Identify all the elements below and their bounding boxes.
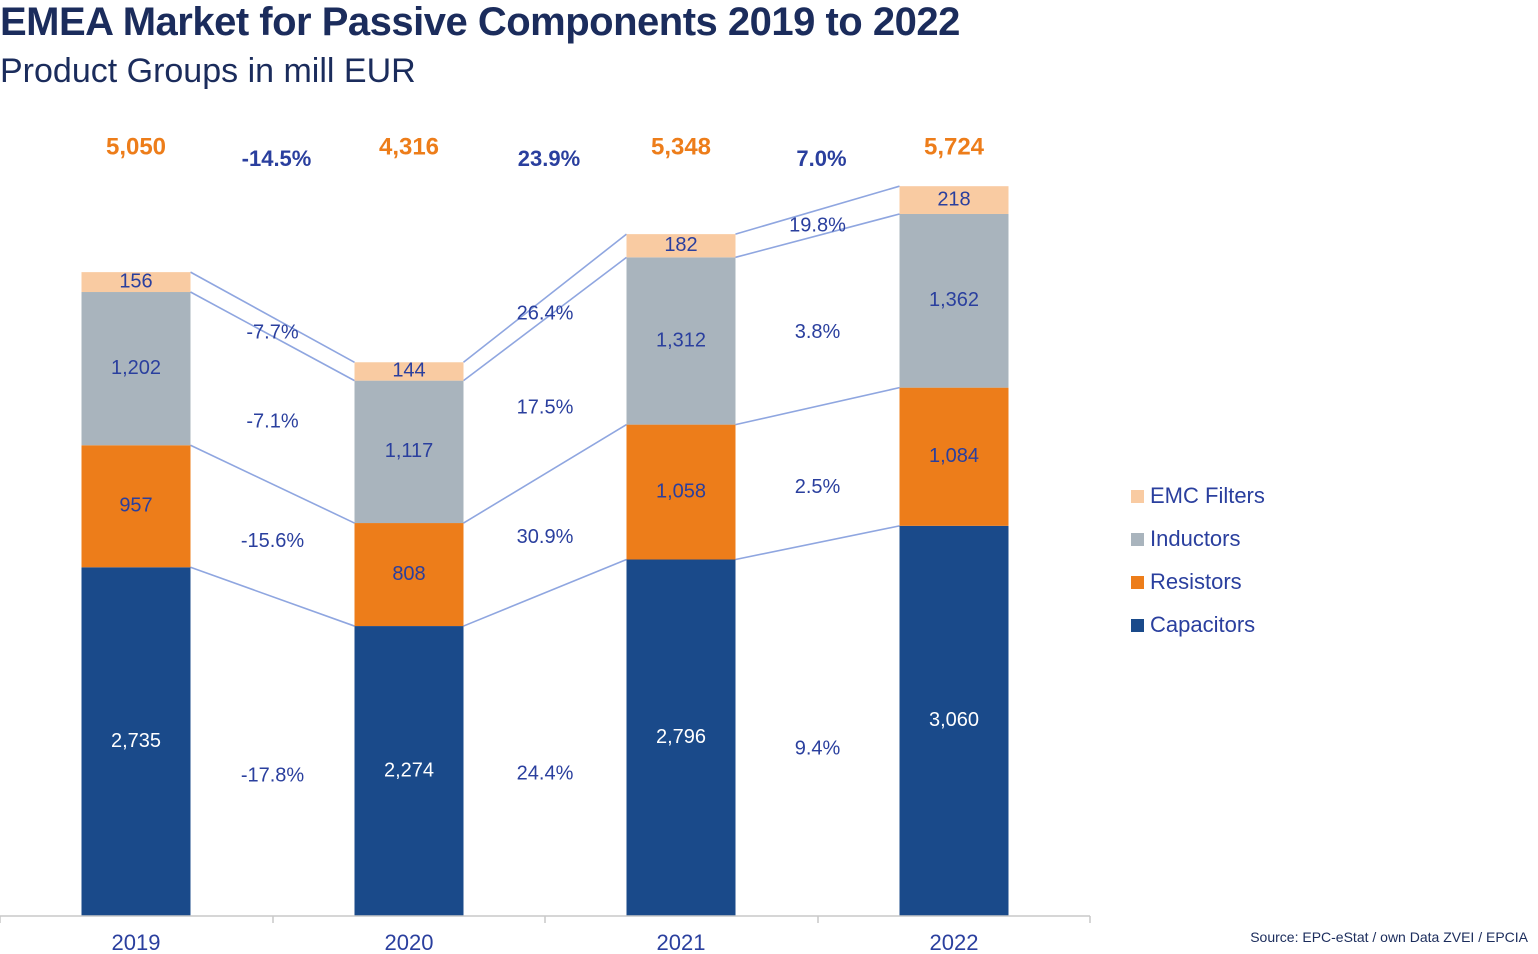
bar-inductors-2022: [899, 213, 1009, 388]
data-label-capacitors-2020: 2,274: [384, 759, 434, 781]
bar-capacitors-2020: [354, 626, 464, 916]
bar-inductors-2020: [354, 380, 464, 524]
bar-inductors-2019: [81, 292, 191, 446]
data-label-capacitors-2022: 3,060: [929, 709, 979, 731]
bar-capacitors-2019: [81, 567, 191, 916]
data-label-emc-filters-2019: 156: [119, 270, 152, 292]
growth-label-capacitors: -17.8%: [241, 765, 305, 787]
legend-label-inductors: Inductors: [1150, 526, 1241, 551]
bar-resistors-2021: [626, 424, 736, 560]
growth-label-resistors: 2.5%: [795, 476, 841, 498]
bar-emc-filters-2019: [81, 272, 191, 293]
bar-resistors-2019: [81, 445, 191, 568]
x-tick-label-2021: 2021: [657, 930, 706, 954]
data-label-emc-filters-2020: 144: [392, 360, 425, 382]
x-tick-label-2019: 2019: [112, 930, 161, 954]
total-label-2020: 4,316: [379, 133, 439, 160]
legend-swatch-resistors: [1131, 576, 1144, 589]
bar-emc-filters-2020: [354, 362, 464, 381]
growth-label-inductors: 17.5%: [517, 397, 574, 419]
data-label-emc-filters-2021: 182: [664, 234, 697, 256]
legend-swatch-capacitors: [1131, 619, 1144, 632]
bar-capacitors-2022: [899, 525, 1009, 916]
chart-title: EMEA Market for Passive Components 2019 …: [0, 0, 960, 44]
x-tick-label-2020: 2020: [385, 930, 434, 954]
growth-label-emc-filters: 26.4%: [517, 302, 574, 324]
connector-line-capacitors: [735, 525, 900, 561]
connector-line-emc-filters: [735, 185, 900, 235]
legend-swatch-inductors: [1131, 533, 1144, 546]
total-label-2019: 5,050: [106, 133, 166, 160]
growth-label-inductors: 3.8%: [795, 321, 841, 343]
growth-label-resistors: 30.9%: [517, 526, 574, 548]
data-label-resistors-2021: 1,058: [656, 480, 706, 502]
bar-resistors-2020: [354, 523, 464, 627]
bar-emc-filters-2021: [626, 234, 736, 258]
total-label-2022: 5,724: [924, 133, 985, 160]
bar-resistors-2022: [899, 387, 1009, 526]
legend-label-capacitors: Capacitors: [1150, 612, 1255, 637]
connector-line-capacitors: [463, 558, 627, 627]
x-tick-label-2022: 2022: [930, 930, 979, 954]
data-label-capacitors-2021: 2,796: [656, 726, 706, 748]
data-label-inductors-2019: 1,202: [111, 357, 161, 379]
connector-line-emc-filters: [190, 271, 355, 363]
data-label-inductors-2022: 1,362: [929, 289, 979, 311]
data-label-emc-filters-2022: 218: [937, 188, 970, 210]
growth-label-capacitors: 24.4%: [517, 763, 574, 785]
bar-capacitors-2021: [626, 559, 736, 916]
bar-inductors-2021: [626, 257, 736, 425]
total-growth-label: 7.0%: [796, 146, 846, 171]
data-label-resistors-2019: 957: [119, 495, 152, 517]
connector-line-inductors: [463, 256, 627, 382]
growth-label-capacitors: 9.4%: [795, 738, 841, 760]
bar-emc-filters-2022: [899, 186, 1009, 214]
data-label-resistors-2020: 808: [392, 563, 425, 585]
data-label-resistors-2022: 1,084: [929, 445, 979, 467]
connector-line-inductors: [735, 213, 900, 259]
growth-label-emc-filters: -7.7%: [246, 321, 298, 343]
connector-line-capacitors: [190, 566, 355, 627]
connector-line-resistors: [463, 423, 627, 524]
total-label-2021: 5,348: [651, 133, 711, 160]
connector-line-resistors: [735, 386, 900, 426]
connector-line-inductors: [190, 291, 355, 382]
total-growth-label: 23.9%: [518, 146, 580, 171]
legend-label-emc-filters: EMC Filters: [1150, 483, 1265, 508]
growth-label-resistors: -15.6%: [241, 530, 305, 552]
legend-swatch-emc-filters: [1131, 490, 1144, 503]
data-label-inductors-2021: 1,312: [656, 329, 706, 351]
data-label-capacitors-2019: 2,735: [111, 730, 161, 752]
source-note: Source: EPC-eStat / own Data ZVEI / EPCI…: [1250, 929, 1528, 945]
growth-label-emc-filters: 19.8%: [789, 214, 846, 236]
legend-label-resistors: Resistors: [1150, 569, 1242, 594]
data-label-inductors-2020: 1,117: [385, 440, 434, 462]
growth-label-inductors: -7.1%: [246, 411, 298, 433]
connector-line-emc-filters: [463, 233, 627, 363]
connector-line-resistors: [190, 444, 355, 524]
total-growth-label: -14.5%: [242, 146, 312, 171]
chart-subtitle: Product Groups in mill EUR: [0, 52, 416, 90]
